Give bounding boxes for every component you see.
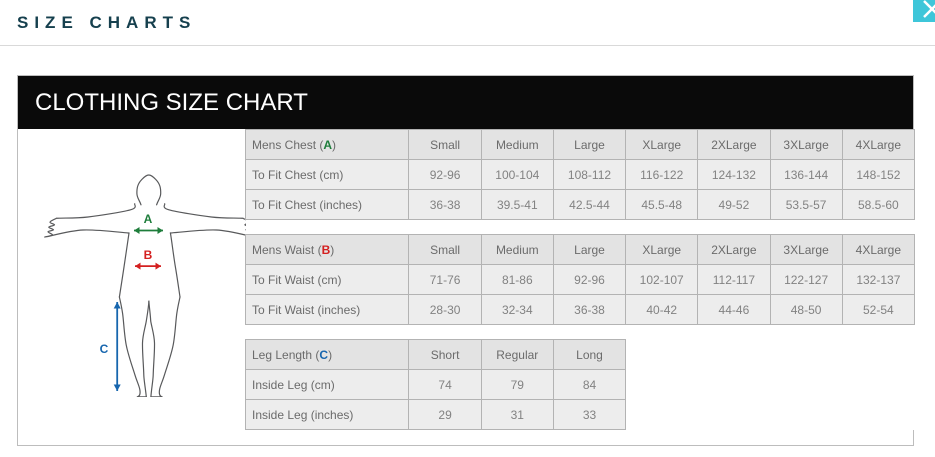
svg-text:A: A: [144, 212, 153, 226]
svg-text:C: C: [100, 342, 109, 356]
svg-text:B: B: [144, 248, 153, 262]
